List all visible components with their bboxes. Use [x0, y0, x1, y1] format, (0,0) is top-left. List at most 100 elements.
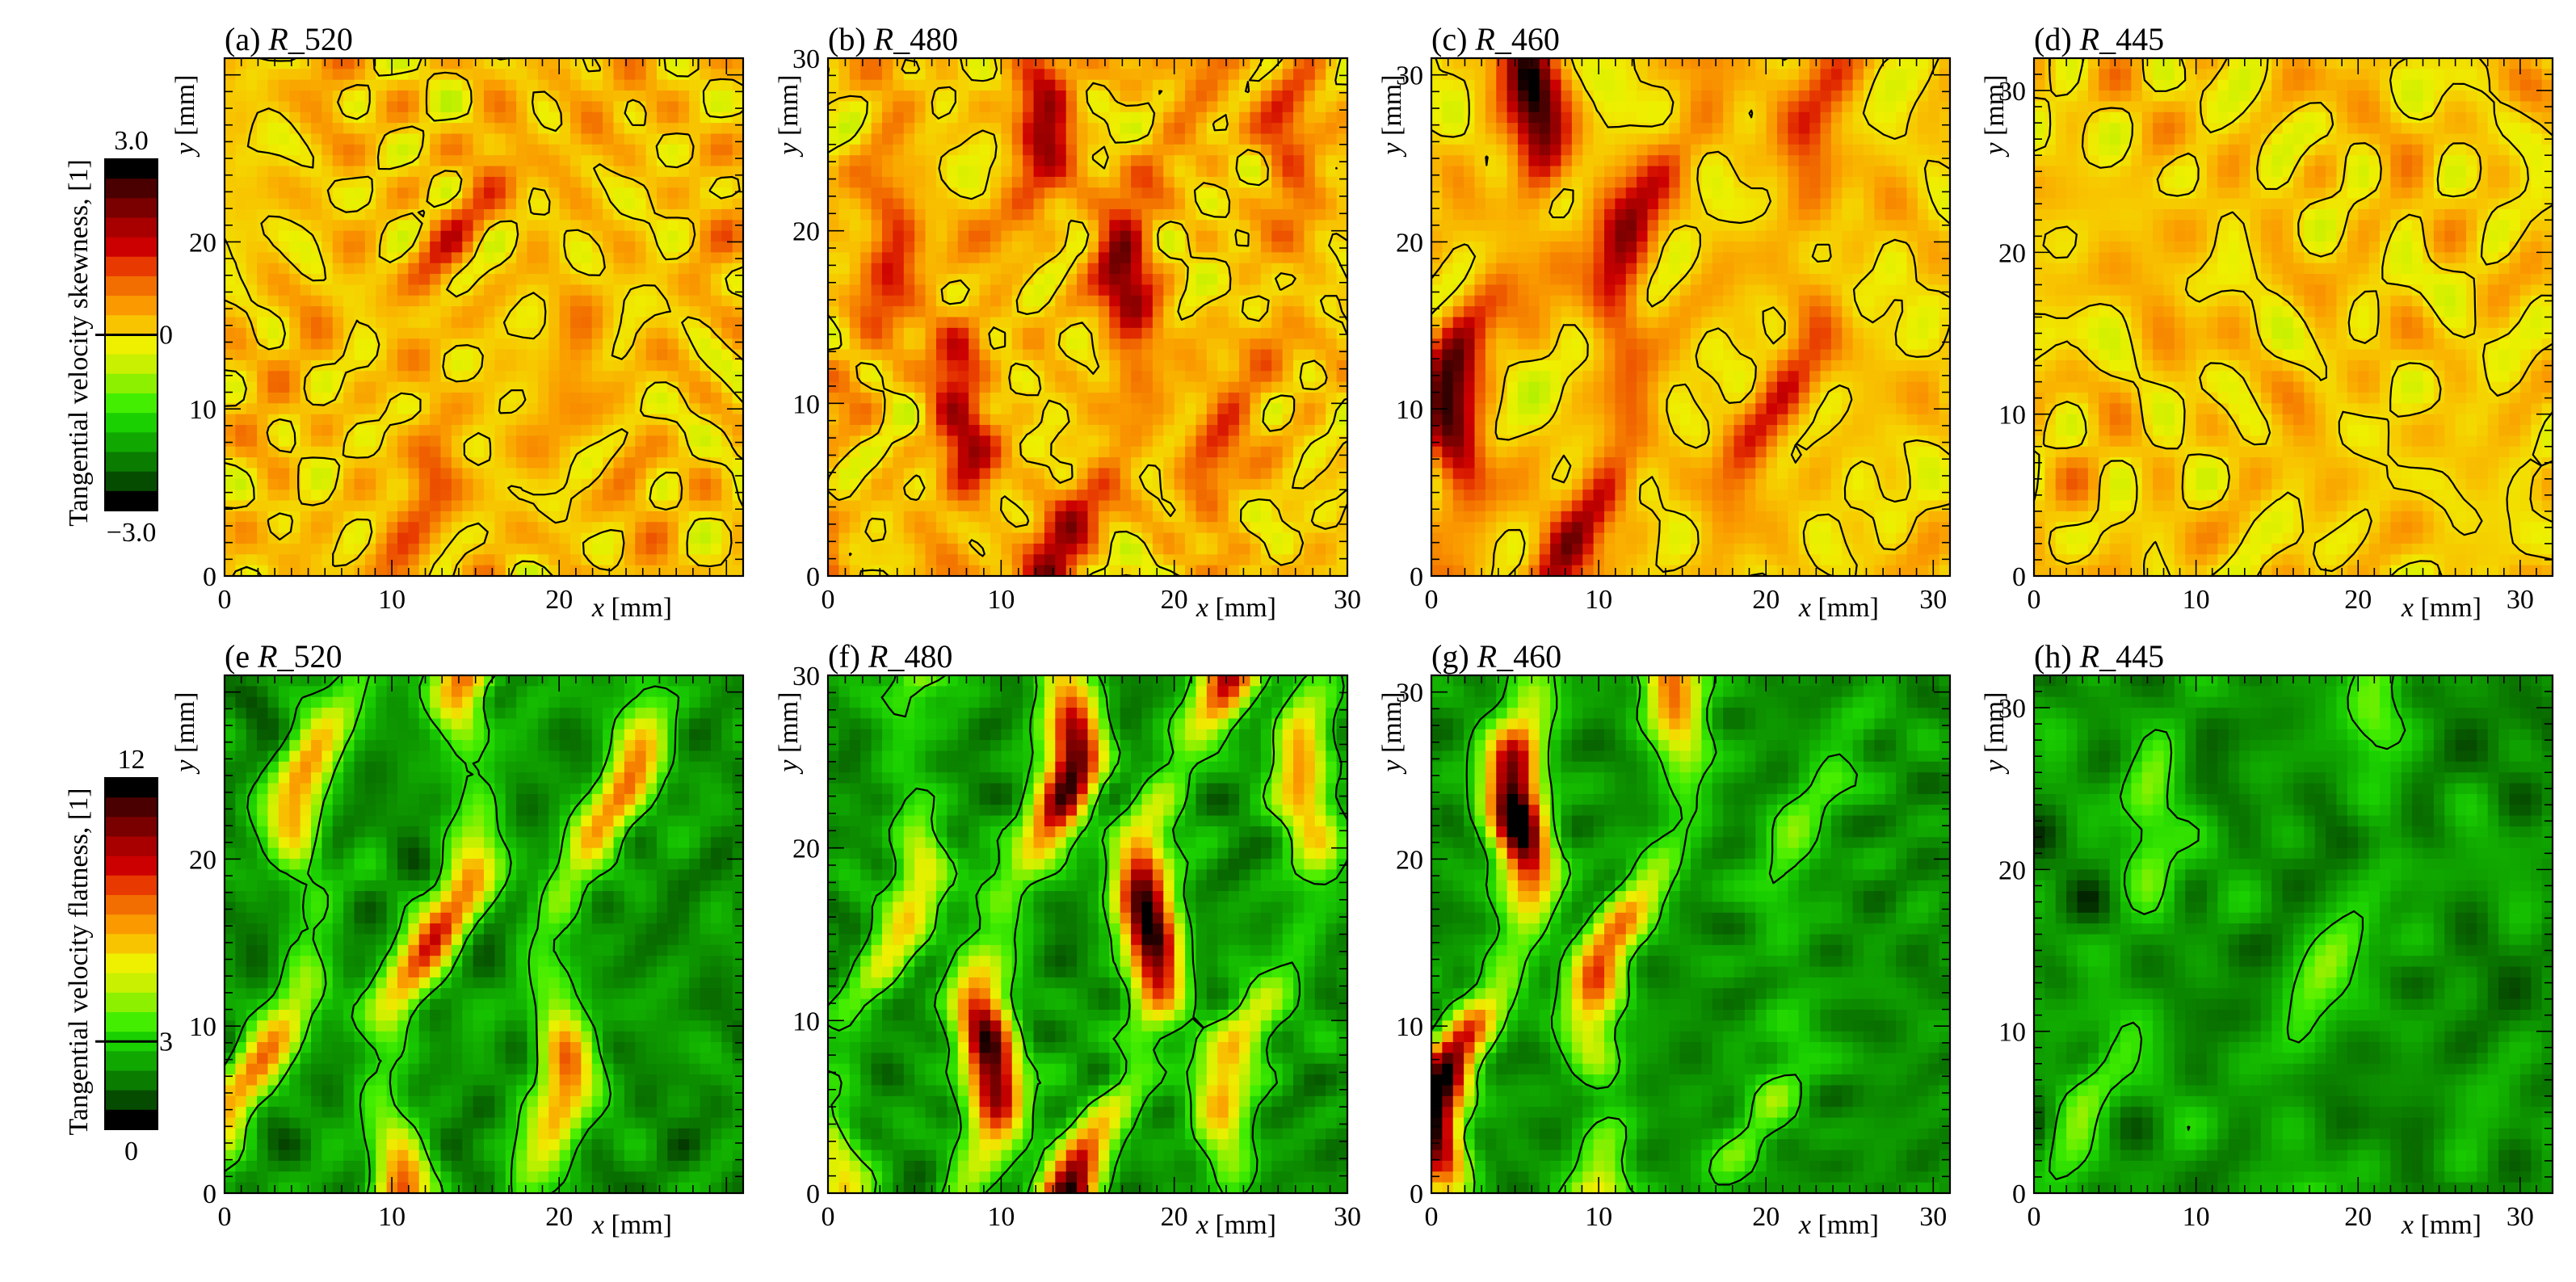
- heatmap-cell: [516, 425, 528, 437]
- heatmap-cell: [484, 359, 496, 372]
- heatmap-cell: [1452, 111, 1464, 124]
- heatmap-cell: [903, 543, 915, 555]
- heatmap-cell: [925, 425, 937, 437]
- heatmap-cell: [418, 371, 431, 383]
- heatmap-cell: [257, 500, 269, 512]
- heatmap-cell: [548, 435, 561, 448]
- heatmap-cell: [1001, 187, 1013, 200]
- heatmap-cell: [1196, 511, 1208, 523]
- heatmap-cell: [1637, 101, 1649, 113]
- heatmap-cell: [462, 500, 474, 512]
- heatmap-cell: [1282, 392, 1294, 405]
- heatmap-cell: [603, 69, 615, 81]
- heatmap-cell: [1109, 58, 1121, 70]
- heatmap-cell: [364, 306, 376, 318]
- heatmap-cell: [881, 101, 894, 113]
- heatmap-cell: [721, 500, 733, 512]
- heatmap-cell: [591, 306, 603, 318]
- heatmap-cell: [1304, 490, 1316, 502]
- heatmap-cell: [1507, 79, 1519, 91]
- heatmap-cell: [1228, 371, 1240, 383]
- heatmap-cell: [969, 306, 981, 318]
- heatmap-cell: [893, 532, 905, 544]
- heatmap-cell: [1141, 208, 1154, 221]
- heatmap-cell: [903, 500, 915, 512]
- heatmap-cell: [1314, 230, 1326, 242]
- heatmap-cell: [1098, 69, 1110, 81]
- heatmap-cell: [332, 500, 344, 512]
- heatmap-cell: [1206, 457, 1218, 469]
- heatmap-cell: [408, 490, 420, 502]
- heatmap-cell: [246, 252, 258, 264]
- heatmap-cell: [559, 295, 571, 307]
- heatmap-cell: [527, 306, 539, 318]
- heatmap-cell: [732, 446, 744, 458]
- heatmap-cell: [527, 166, 539, 178]
- heatmap-cell: [947, 371, 959, 383]
- heatmap-cell: [430, 446, 442, 458]
- heatmap-cell: [1260, 187, 1272, 200]
- heatmap-cell: [440, 208, 452, 221]
- heatmap-cell: [1336, 155, 1348, 167]
- heatmap-cell: [1055, 490, 1067, 502]
- heatmap-cell: [1239, 166, 1251, 178]
- heatmap-cell: [1250, 435, 1262, 448]
- heatmap-cell: [235, 144, 247, 156]
- heatmap-cell: [462, 381, 474, 393]
- heatmap-cell: [624, 58, 636, 70]
- heatmap-cell: [581, 133, 593, 145]
- heatmap-cell: [1250, 425, 1262, 437]
- heatmap-cell: [581, 263, 593, 275]
- heatmap-cell: [903, 403, 915, 415]
- heatmap-cell: [376, 284, 388, 296]
- heatmap-cell: [311, 565, 323, 577]
- heatmap-cell: [1044, 58, 1057, 70]
- heatmap-cell: [440, 490, 452, 502]
- heatmap-cell: [1293, 111, 1305, 124]
- heatmap-cell: [1196, 176, 1208, 188]
- heatmap-cell: [849, 176, 861, 188]
- heatmap-cell: [1528, 111, 1540, 124]
- heatmap-cell: [979, 274, 991, 286]
- heatmap-cell: [990, 371, 1002, 383]
- heatmap-cell: [849, 359, 861, 372]
- heatmap-cell: [1464, 69, 1476, 81]
- heatmap-cell: [343, 543, 355, 555]
- heatmap-cell: [1011, 565, 1023, 577]
- heatmap-cell: [849, 306, 861, 318]
- heatmap-cell: [484, 187, 496, 200]
- heatmap-cell: [1336, 532, 1348, 544]
- heatmap-cell: [635, 263, 647, 275]
- heatmap-cell: [1260, 133, 1272, 145]
- heatmap-cell: [1131, 522, 1143, 534]
- colorbar-tick-max: 3.0: [114, 126, 149, 156]
- heatmap-cell: [990, 359, 1002, 372]
- heatmap-cell: [947, 69, 959, 81]
- heatmap-cell: [1098, 252, 1110, 264]
- heatmap-cell: [678, 58, 690, 70]
- heatmap-cell: [689, 198, 701, 210]
- heatmap-cell: [289, 230, 301, 242]
- heatmap-cell: [613, 111, 625, 124]
- heatmap-cell: [1293, 500, 1305, 512]
- heatmap-cell: [613, 478, 625, 490]
- heatmap-cell: [1120, 198, 1132, 210]
- heatmap-cell: [591, 295, 603, 307]
- heatmap-cell: [418, 543, 431, 555]
- heatmap-cell: [591, 425, 603, 437]
- heatmap-cell: [1336, 554, 1348, 566]
- heatmap-cell: [624, 306, 636, 318]
- heatmap-cell: [1141, 274, 1154, 286]
- heatmap-cell: [657, 478, 669, 490]
- heatmap-cell: [914, 532, 927, 544]
- heatmap-cell: [257, 327, 269, 339]
- heatmap-cell: [570, 543, 582, 555]
- heatmap-cell: [397, 144, 410, 156]
- heatmap-cell: [1271, 295, 1284, 307]
- heatmap-cell: [1163, 457, 1175, 469]
- heatmap-cell: [505, 58, 517, 70]
- heatmap-cell: [969, 230, 981, 242]
- heatmap-cell: [914, 111, 927, 124]
- heatmap-cell: [581, 414, 593, 426]
